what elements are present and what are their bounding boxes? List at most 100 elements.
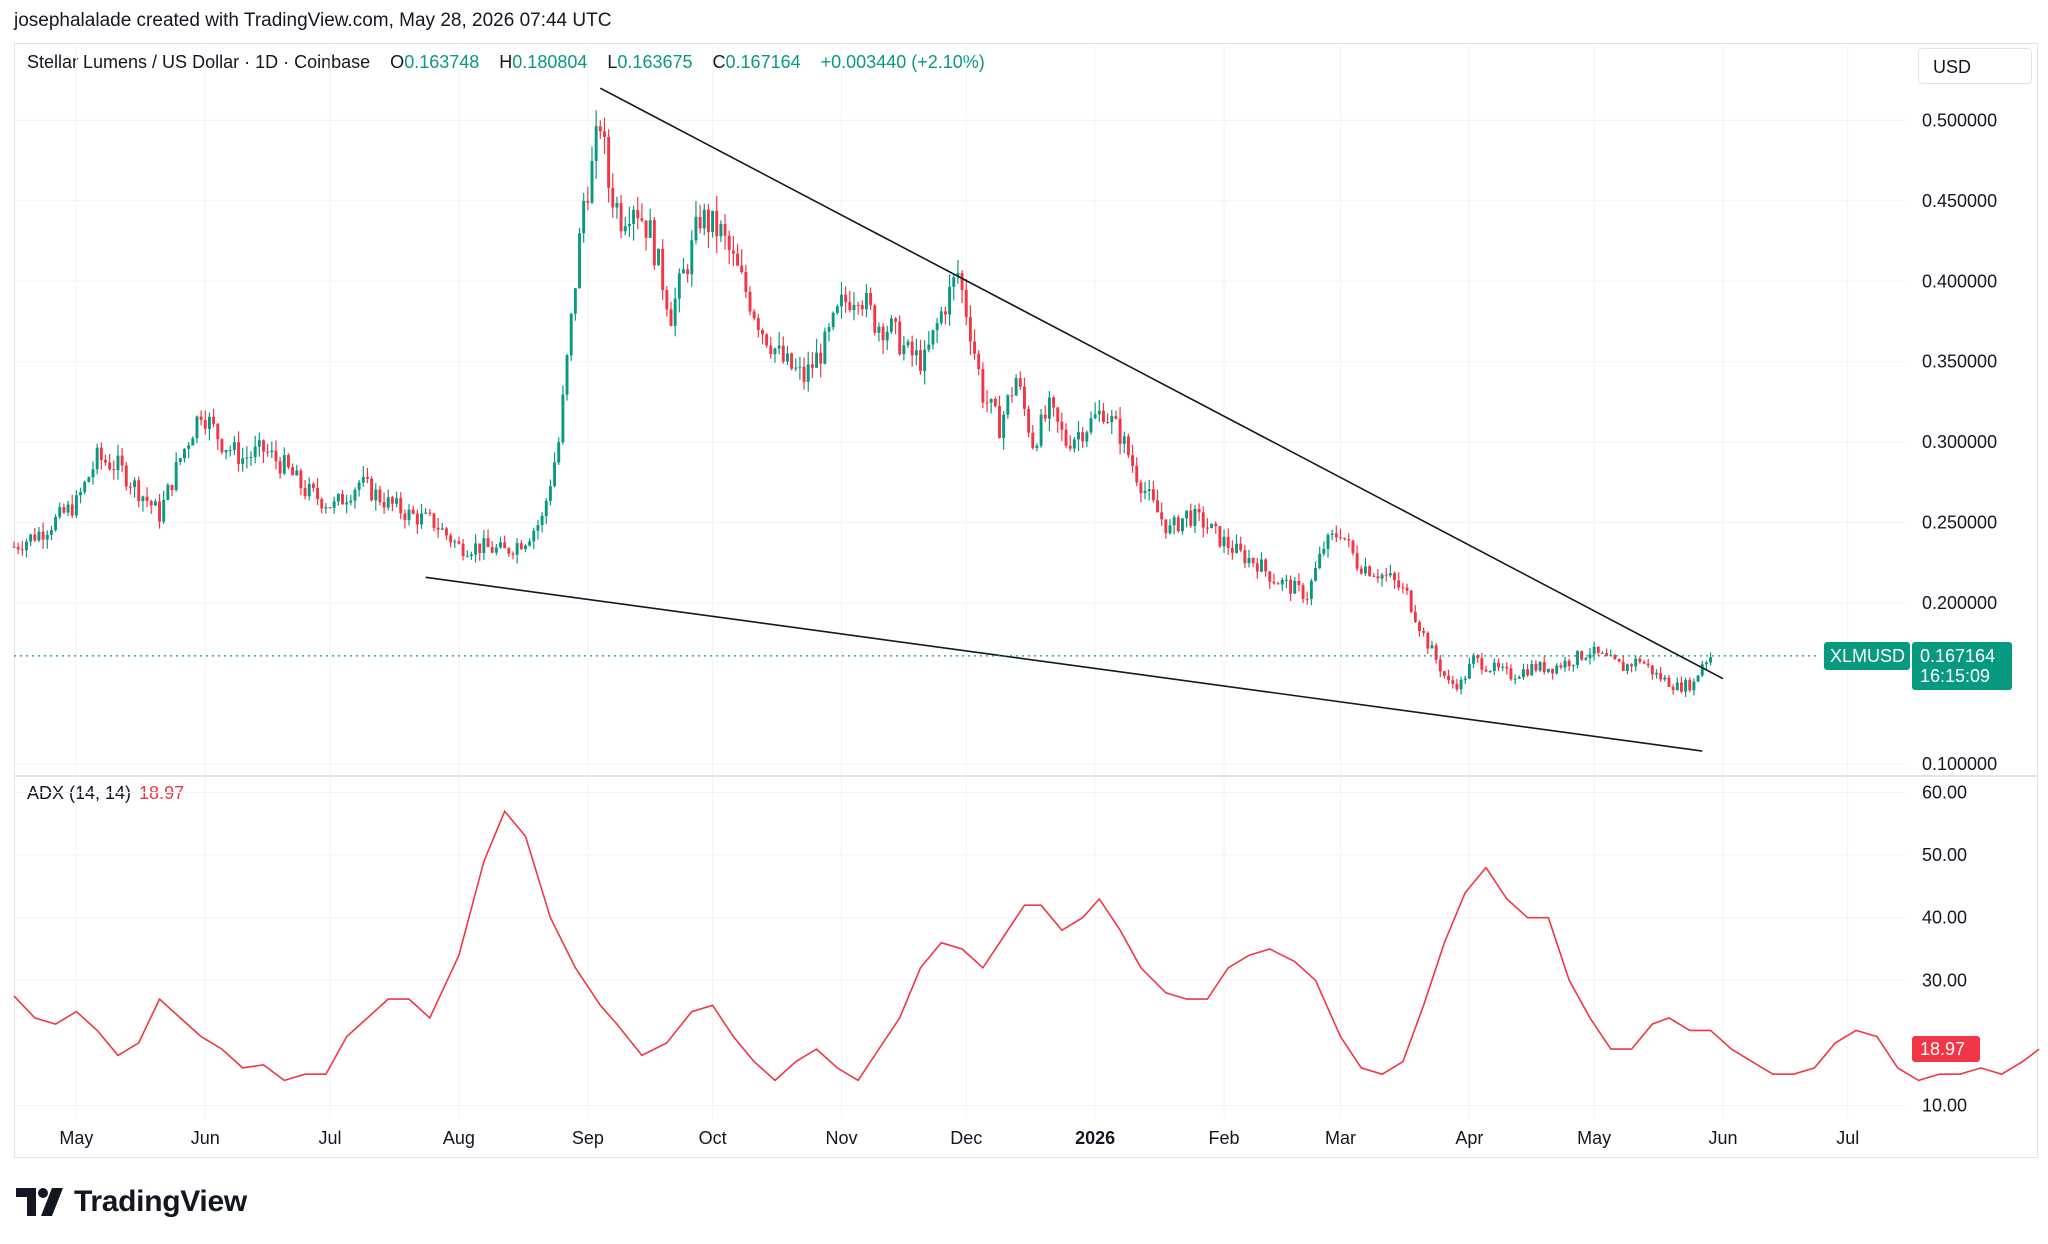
- candle-body: [1521, 669, 1525, 678]
- candle-body: [1372, 575, 1376, 577]
- candle-body: [1534, 663, 1538, 671]
- candle-body: [1297, 580, 1301, 586]
- candle-body: [91, 469, 95, 478]
- candle-body: [361, 476, 365, 483]
- currency-button[interactable]: USD: [1918, 48, 2032, 84]
- candle-body: [1280, 579, 1284, 585]
- candle-body: [1039, 414, 1043, 446]
- candle-body: [927, 344, 931, 350]
- candle-body: [968, 317, 972, 342]
- close-label: C: [712, 52, 726, 72]
- candle-body: [1097, 410, 1101, 415]
- candle-body: [336, 494, 340, 502]
- candle-body: [1189, 510, 1193, 526]
- candle-body: [1638, 658, 1642, 662]
- candle-body: [220, 439, 224, 453]
- adx-axis-tick-label: 50.00: [1922, 845, 1967, 865]
- candle-body: [1596, 646, 1600, 653]
- time-axis-tick-label: May: [59, 1128, 93, 1148]
- candle-body: [748, 291, 752, 312]
- adx-axis-tick-label: 30.00: [1922, 970, 1967, 990]
- bar-countdown: 16:15:09: [1920, 665, 1991, 686]
- candle-body: [765, 334, 769, 346]
- candle-body: [1592, 646, 1596, 655]
- price-axis-tick-label: 0.500000: [1922, 110, 1997, 130]
- candle-body: [798, 366, 802, 368]
- candle-body: [274, 450, 278, 462]
- candle-body: [1551, 668, 1555, 674]
- candle-body: [785, 353, 789, 362]
- candle-body: [898, 321, 902, 355]
- candle-body: [1077, 432, 1080, 440]
- candle-body: [715, 210, 719, 237]
- candle-body: [237, 442, 241, 464]
- candle-body: [436, 527, 440, 530]
- candle-body: [794, 367, 798, 369]
- candle-body: [964, 289, 968, 318]
- candle-body: [212, 416, 216, 424]
- candle-body: [108, 462, 112, 470]
- tradingview-wordmark: TradingView: [74, 1185, 247, 1218]
- candle-body: [1151, 489, 1155, 501]
- candle-body: [116, 455, 120, 470]
- candle-body: [1563, 660, 1567, 668]
- candle-body: [1646, 663, 1650, 666]
- candle-body: [328, 507, 332, 509]
- candle-body: [299, 470, 303, 489]
- candle-body: [54, 516, 58, 531]
- candle-body: [195, 416, 199, 439]
- high-value: 0.180804: [512, 52, 588, 72]
- candle-body: [1218, 526, 1222, 547]
- symbol-name: Stellar Lumens / US Dollar · 1D · Coinba…: [27, 52, 371, 72]
- candle-body: [1434, 645, 1438, 660]
- candle-body: [1447, 675, 1451, 681]
- candle-body: [1018, 378, 1022, 387]
- candle-body: [1600, 652, 1604, 654]
- candle-body: [415, 513, 419, 525]
- candle-body: [702, 209, 706, 229]
- candle-body: [440, 528, 444, 530]
- candle-body: [1688, 679, 1692, 691]
- candle-body: [1509, 668, 1513, 680]
- candle-body: [1621, 661, 1625, 671]
- candle-body: [706, 209, 710, 233]
- candle-body: [1505, 666, 1509, 669]
- candle-body: [207, 416, 211, 429]
- candle-body: [594, 126, 598, 162]
- candle-body: [428, 512, 432, 514]
- candle-body: [432, 513, 436, 528]
- candle-body: [1243, 550, 1247, 564]
- candle-body: [1081, 432, 1085, 442]
- price-axis-tick-label: 0.300000: [1922, 432, 1997, 452]
- candle-body: [815, 352, 818, 368]
- candle-body: [998, 405, 1001, 439]
- candle-body: [956, 273, 960, 278]
- tradingview-logo-icon: [16, 1188, 63, 1216]
- candle-body: [249, 457, 253, 459]
- candle-body: [923, 349, 927, 372]
- candle-body: [1322, 548, 1326, 554]
- candle-body: [1397, 580, 1401, 588]
- candle-body: [590, 161, 594, 203]
- candle-body: [62, 507, 66, 513]
- candle-body: [120, 455, 124, 466]
- candle-body: [465, 556, 469, 558]
- candle-body: [848, 302, 852, 311]
- candle-body: [644, 220, 648, 238]
- candle-body: [694, 216, 698, 241]
- candle-body: [524, 545, 527, 550]
- candle-body: [307, 483, 311, 497]
- candle-body: [474, 543, 478, 555]
- candle-body: [528, 541, 532, 546]
- candle-body: [1484, 669, 1488, 672]
- candle-body: [37, 531, 41, 541]
- candle-body: [682, 269, 685, 274]
- candle-body: [1472, 655, 1475, 664]
- time-axis-tick-label: Nov: [825, 1128, 857, 1148]
- candle-body: [1492, 662, 1496, 672]
- candle-body: [203, 420, 207, 429]
- candle-body: [332, 501, 336, 508]
- candle-body: [16, 546, 20, 550]
- candle-body: [166, 484, 170, 500]
